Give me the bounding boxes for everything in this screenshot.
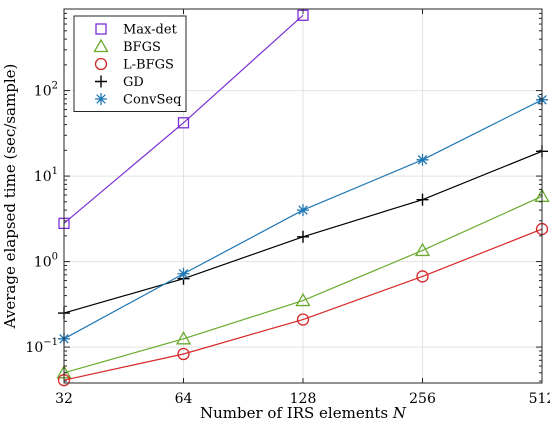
legend-item-convseq: ConvSeq (95, 93, 181, 108)
legend-marker-max-det (95, 23, 107, 35)
y-tick-label: 100 (34, 252, 58, 271)
legend-box (73, 15, 187, 112)
x-tick-label: 32 (55, 391, 73, 407)
gd-point (297, 230, 309, 243)
convseq-point (416, 153, 429, 166)
legend-marker-convseq (95, 93, 107, 105)
bfgs-point (175, 330, 192, 345)
l-bfgs-point (296, 313, 310, 326)
legend-marker-l-bfgs (94, 57, 108, 71)
l-bfgs-point (177, 347, 190, 361)
convseq-point (297, 204, 309, 217)
bfgs-point (295, 292, 311, 307)
l-bfgs-point (416, 270, 429, 283)
l-bfgs-line (63, 228, 543, 381)
legend-item-gd: GD (95, 75, 144, 90)
legend: Max-det BFGS L-BFGS GD ConvSeq (73, 15, 187, 112)
y-axis-title: Average elapsed time (sec/sample) (1, 64, 19, 330)
legend-item-bfgs: BFGS (93, 38, 161, 55)
y-tick-label: 10−1 (25, 337, 58, 356)
legend-label-convseq: ConvSeq (123, 93, 181, 108)
legend-item-max-det: Max-det (95, 23, 178, 38)
legend-label-gd: GD (123, 75, 144, 90)
convseq-point (177, 267, 190, 280)
series-layer (56, 9, 550, 387)
x-tick-label: 256 (409, 391, 436, 407)
bfgs-point (414, 242, 431, 257)
legend-marker-gd (95, 75, 107, 88)
legend-label-bfgs: BFGS (123, 40, 161, 55)
gd-point (416, 193, 429, 206)
legend-label-max-det: Max-det (123, 23, 178, 38)
x-tick-label: 64 (175, 391, 193, 407)
legend-item-l-bfgs: L-BFGS (94, 57, 174, 73)
x-tick-label: 128 (290, 391, 317, 407)
max-det-line (63, 14, 304, 224)
max-det-point (177, 117, 190, 129)
x-axis-ticks: 32 64 128 256 512 (55, 9, 550, 407)
y-tick-label: 102 (34, 81, 58, 100)
x-tick-label: 512 (529, 391, 550, 407)
x-axis-title: Number of IRS elements N (200, 404, 407, 422)
y-axis-ticks: 10−1 100 101 102 (25, 8, 542, 382)
bfgs-line (63, 195, 543, 374)
y-tick-label: 101 (34, 166, 58, 185)
legend-label-l-bfgs: L-BFGS (123, 58, 174, 73)
legend-marker-bfgs (93, 38, 109, 53)
